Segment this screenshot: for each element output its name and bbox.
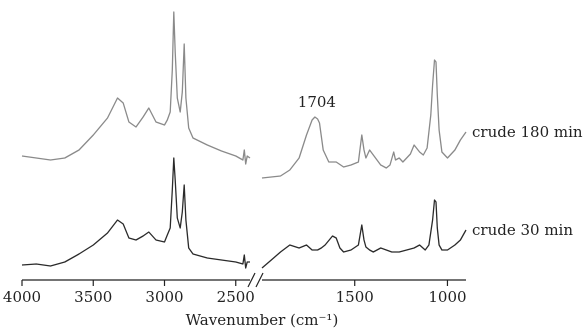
x-tick-label-3000: 3000 [145, 288, 183, 306]
x-axis-title: Wavenumber (cm⁻¹) [186, 311, 339, 329]
x-tick-label-2500: 2500 [217, 288, 255, 306]
series-line-crude-180-min-part-1 [21, 11, 251, 165]
series-labels: crude 180 min crude 30 min [472, 123, 583, 239]
chart-annotations: 1704 [298, 93, 336, 111]
x-ticks: 4000 3500 3000 2500 1500 1000 [3, 280, 467, 306]
x-tick-label-1500: 1500 [336, 288, 374, 306]
series-label-crude-180-min: crude 180 min [472, 123, 583, 141]
x-tick-label-4000: 4000 [3, 288, 41, 306]
series-line-crude-30-min-part-1 [21, 157, 250, 269]
x-tick-label-1000: 1000 [428, 288, 466, 306]
series-curves [21, 11, 467, 269]
series-label-crude-30-min: crude 30 min [472, 221, 573, 239]
series-line-crude-180-min-part-2 [261, 59, 467, 179]
x-tick-label-3500: 3500 [74, 288, 112, 306]
annotation-1704: 1704 [298, 93, 336, 111]
x-axis: 4000 3500 3000 2500 1500 1000 [3, 272, 467, 306]
series-line-crude-30-min-part-2 [261, 199, 467, 269]
axis-break-mark [247, 272, 264, 288]
